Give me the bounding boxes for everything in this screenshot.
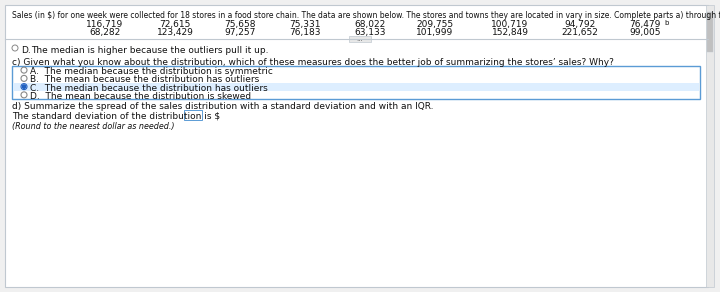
Circle shape	[22, 85, 26, 88]
Circle shape	[21, 67, 27, 73]
Text: 76,183: 76,183	[289, 28, 320, 37]
Bar	[13, 83, 699, 91]
Text: 221,652: 221,652	[562, 28, 598, 37]
Text: D.: D.	[21, 46, 31, 55]
Text: 68,282: 68,282	[89, 28, 121, 37]
Circle shape	[21, 84, 27, 90]
Text: The median is higher because the outliers pull it up.: The median is higher because the outlier…	[31, 46, 269, 55]
Text: 100,719: 100,719	[491, 20, 528, 29]
Text: 94,792: 94,792	[564, 20, 595, 29]
Text: (Round to the nearest dollar as needed.): (Round to the nearest dollar as needed.)	[12, 122, 174, 131]
Circle shape	[21, 92, 27, 98]
Text: 75,658: 75,658	[224, 20, 256, 29]
Circle shape	[12, 45, 18, 51]
Text: 152,849: 152,849	[492, 28, 528, 37]
Text: 99,005: 99,005	[629, 28, 661, 37]
Text: 68,022: 68,022	[354, 20, 386, 29]
Bar	[349, 36, 371, 42]
Bar	[184, 110, 202, 120]
Text: 72,615: 72,615	[159, 20, 191, 29]
Text: b: b	[664, 20, 668, 26]
Bar	[706, 5, 714, 287]
Text: A.  The median because the distribution is symmetric: A. The median because the distribution i…	[30, 67, 273, 76]
Bar	[707, 12, 713, 52]
Text: ...: ...	[356, 36, 364, 42]
Text: The standard deviation of the distribution is $: The standard deviation of the distributi…	[12, 111, 220, 120]
Text: 116,719: 116,719	[86, 20, 124, 29]
Text: d) Summarize the spread of the sales distribution with a standard deviation and : d) Summarize the spread of the sales dis…	[12, 102, 433, 111]
Text: 101,999: 101,999	[416, 28, 454, 37]
Text: 97,257: 97,257	[225, 28, 256, 37]
Text: 209,755: 209,755	[416, 20, 454, 29]
Text: 123,429: 123,429	[156, 28, 194, 37]
Text: B.  The mean because the distribution has outliers: B. The mean because the distribution has…	[30, 75, 259, 84]
Text: Sales (in $) for one week were collected for 18 stores in a food store chain. Th: Sales (in $) for one week were collected…	[12, 11, 720, 20]
Text: C.  The median because the distribution has outliers: C. The median because the distribution h…	[30, 84, 268, 93]
Text: 75,331: 75,331	[289, 20, 320, 29]
Text: c) Given what you know about the distribution, which of these measures does the : c) Given what you know about the distrib…	[12, 58, 614, 67]
Circle shape	[21, 75, 27, 81]
Bar	[12, 66, 700, 99]
Text: 76,479: 76,479	[629, 20, 661, 29]
Text: D.  The mean because the distribution is skewed: D. The mean because the distribution is …	[30, 92, 251, 101]
Text: 63,133: 63,133	[354, 28, 386, 37]
